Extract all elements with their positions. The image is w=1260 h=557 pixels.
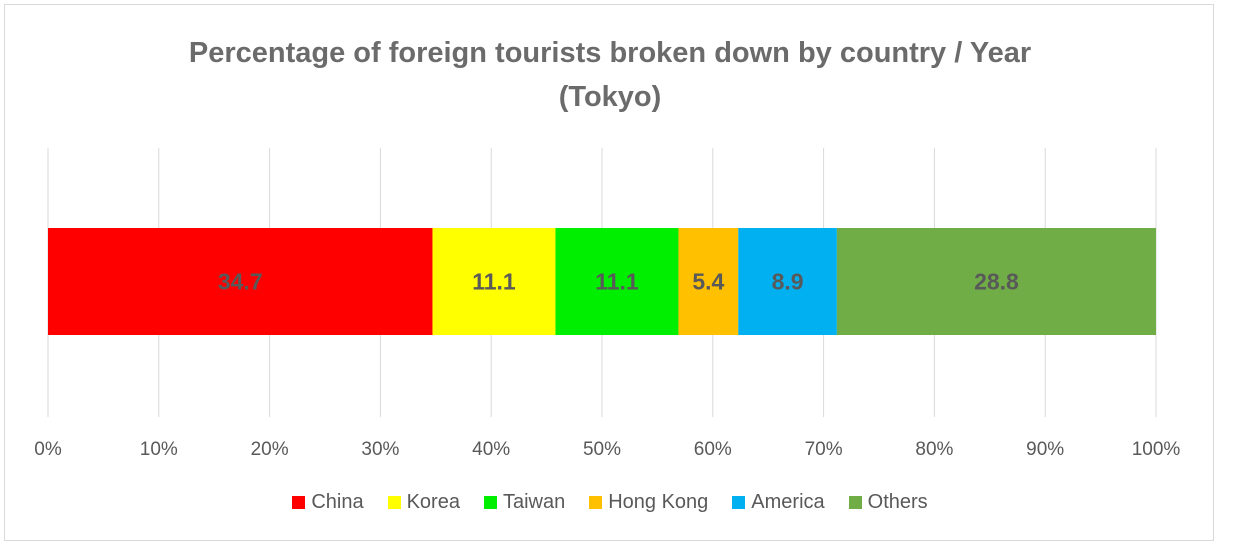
- bar-segments: [48, 228, 1156, 335]
- legend-label: China: [311, 491, 364, 513]
- chart-frame: Percentage of foreign tourists broken do…: [4, 4, 1214, 541]
- data-label-america: 8.9: [772, 269, 804, 295]
- chart-title-line-1: Percentage of foreign tourists broken do…: [188, 37, 1032, 69]
- legend-label: America: [751, 491, 825, 513]
- x-axis-tick-labels: 0% 10% 20% 30% 40% 50% 60% 70% 80% 90% 100%: [34, 439, 1180, 460]
- x-tick-label: 10%: [140, 439, 178, 460]
- legend-swatch: [292, 496, 306, 509]
- legend-label: Korea: [406, 491, 460, 513]
- bar-segment-america: [738, 228, 837, 335]
- data-label-korea: 11.1: [472, 269, 516, 295]
- x-tick-label: 20%: [251, 439, 289, 460]
- bar-segment-taiwan: [555, 228, 679, 335]
- x-tick-label: 60%: [694, 439, 732, 460]
- legend-label: Taiwan: [502, 491, 566, 513]
- data-label-taiwan: 11.1: [595, 269, 639, 295]
- chart-title-line-2: (Tokyo): [558, 81, 662, 113]
- bar-segment-others: [836, 228, 1156, 335]
- legend-item-china: China: [292, 491, 364, 514]
- legend-item-hong-kong: Hong Kong: [589, 491, 708, 514]
- x-tick-label: 100%: [1132, 439, 1181, 460]
- legend-swatch: [387, 496, 401, 509]
- x-tick-label: 50%: [583, 439, 621, 460]
- x-tick-label: 30%: [361, 439, 399, 460]
- legend-swatch: [732, 496, 746, 509]
- legend-swatch: [589, 496, 603, 509]
- data-label-hong-kong: 5.4: [692, 269, 724, 295]
- legend-item-korea: Korea: [387, 491, 460, 514]
- bar-segment-hong-kong: [678, 228, 739, 335]
- x-tick-label: 40%: [472, 439, 510, 460]
- legend-label: Hong Kong: [608, 491, 709, 513]
- legend-item-others: Others: [848, 491, 928, 514]
- data-label-others: 28.8: [974, 269, 1019, 295]
- legend-swatch: [483, 496, 497, 509]
- chart-title: Percentage of foreign tourists broken do…: [5, 31, 1215, 119]
- bar-segment-korea: [432, 228, 556, 335]
- data-label-china: 34.7: [218, 269, 263, 295]
- bar-data-labels: 34.7 11.1 11.1 5.4 8.9 28.8: [218, 269, 1019, 295]
- x-tick-label: 80%: [915, 439, 953, 460]
- legend-item-america: America: [732, 491, 825, 514]
- legend-item-taiwan: Taiwan: [483, 491, 566, 514]
- legend: China Korea Taiwan Hong Kong America Others: [5, 491, 1215, 514]
- legend-label: Others: [867, 491, 928, 513]
- x-tick-label: 0%: [34, 439, 62, 460]
- legend-swatch: [848, 496, 862, 509]
- stacked-bar-chart: 34.7 11.1 11.1 5.4 8.9 28.8 0% 10% 20% 30% 40% 50%…: [34, 148, 1180, 460]
- x-tick-label: 90%: [1026, 439, 1064, 460]
- bar-segment-china: [48, 228, 433, 335]
- x-tick-label: 70%: [805, 439, 843, 460]
